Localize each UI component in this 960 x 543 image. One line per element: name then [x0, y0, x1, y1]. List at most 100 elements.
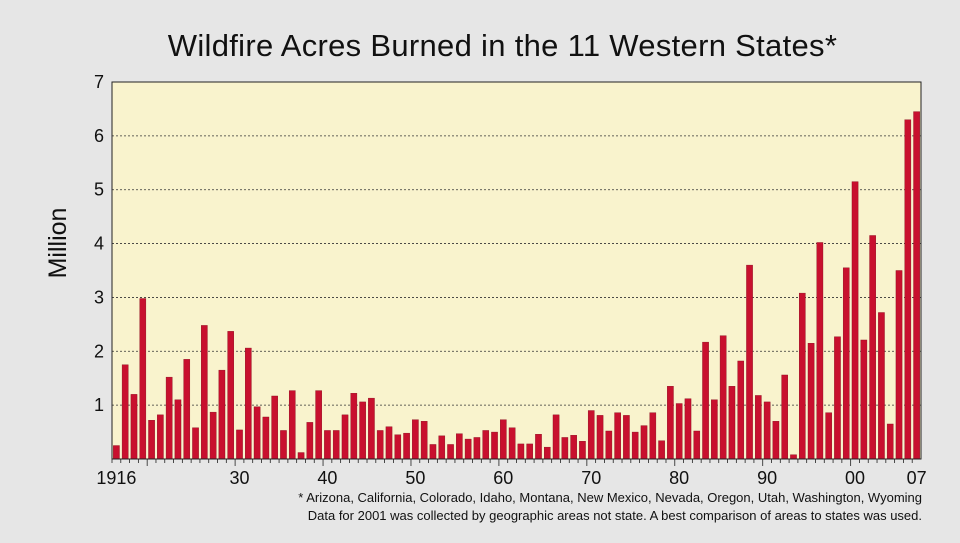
bar — [825, 412, 832, 460]
bar — [192, 427, 199, 460]
bar — [561, 437, 569, 460]
y-axis-label: Million — [44, 208, 72, 279]
bar — [596, 415, 604, 460]
bar — [253, 406, 261, 460]
bar — [236, 429, 243, 460]
bar — [332, 430, 340, 460]
bar — [781, 374, 788, 460]
y-tick-label: 5 — [94, 180, 104, 200]
bar — [376, 430, 384, 460]
bar — [306, 422, 314, 460]
bar — [763, 401, 771, 460]
bar — [218, 369, 226, 460]
bar — [535, 434, 542, 460]
y-tick-label: 6 — [94, 126, 104, 146]
x-tick-label: 1916 — [96, 468, 136, 488]
x-tick-label: 60 — [493, 468, 513, 488]
bar — [245, 347, 252, 460]
bar — [702, 341, 709, 460]
bar — [121, 364, 129, 460]
bar — [508, 427, 516, 460]
bar — [482, 430, 490, 460]
bar — [456, 433, 463, 460]
bar — [737, 360, 745, 460]
bar — [113, 445, 120, 460]
bar — [869, 235, 876, 460]
x-axis: 1916 30 40 50 60 70 80 90 00 07 — [96, 459, 927, 488]
bar — [623, 415, 630, 460]
bar — [834, 336, 841, 460]
bar — [350, 393, 358, 460]
bar — [895, 270, 903, 460]
footnote-states: * Arizona, California, Colorado, Idaho, … — [298, 490, 922, 505]
bar — [394, 434, 402, 460]
bar — [904, 119, 912, 460]
bar — [526, 443, 533, 460]
bar — [148, 420, 155, 460]
bar — [851, 181, 859, 460]
bar — [517, 443, 525, 460]
x-tick-label: 50 — [405, 468, 425, 488]
x-tick-label: 00 — [845, 468, 865, 488]
bar — [790, 454, 797, 460]
y-tick-label: 3 — [94, 287, 104, 307]
footnote-2001-note: Data for 2001 was collected by geographi… — [307, 508, 922, 523]
bar — [693, 430, 701, 460]
x-tick-label: 07 — [907, 468, 927, 488]
bar — [807, 343, 815, 460]
bar — [420, 421, 428, 460]
x-tick-label: 40 — [317, 468, 337, 488]
bar — [368, 397, 375, 460]
bar — [684, 398, 692, 460]
bar — [183, 359, 191, 460]
bar — [209, 411, 217, 460]
bar — [878, 312, 885, 460]
bar — [913, 111, 920, 460]
bar — [280, 430, 287, 460]
bar — [587, 410, 595, 460]
chart-title: Wildfire Acres Burned in the 11 Western … — [167, 28, 838, 63]
x-tick-label: 90 — [757, 468, 777, 488]
gridlines — [112, 135, 921, 406]
bar — [165, 376, 173, 460]
bar — [605, 430, 613, 460]
bar — [640, 425, 648, 460]
bar — [201, 325, 208, 460]
bars — [113, 111, 920, 460]
x-tick-label: 80 — [669, 468, 689, 488]
bar — [297, 452, 305, 460]
x-tick-label: 70 — [581, 468, 601, 488]
y-tick-label: 4 — [94, 234, 104, 254]
bar — [544, 446, 551, 460]
bar — [816, 242, 824, 460]
bar — [385, 426, 393, 460]
bar — [429, 444, 437, 460]
bar — [139, 298, 147, 460]
bar — [315, 390, 322, 460]
bar — [500, 419, 507, 460]
y-tick-label: 2 — [94, 341, 104, 361]
y-tick-label: 7 — [94, 72, 104, 92]
bar — [324, 430, 331, 460]
bar — [614, 412, 621, 460]
bar — [886, 423, 894, 460]
bar — [271, 395, 278, 460]
bar — [403, 432, 410, 460]
bar — [447, 444, 454, 460]
bar — [473, 437, 481, 460]
bar — [552, 414, 560, 460]
bar — [579, 441, 586, 460]
bar — [631, 431, 639, 460]
bar — [359, 401, 366, 460]
bar — [719, 335, 727, 460]
y-tick-label: 1 — [94, 395, 104, 415]
x-tick-label: 30 — [229, 468, 249, 488]
bar — [288, 390, 296, 460]
bar — [667, 386, 674, 460]
bar — [772, 421, 780, 460]
bar — [746, 264, 753, 460]
bar — [438, 435, 446, 460]
bar — [412, 419, 419, 460]
bar — [130, 394, 138, 460]
